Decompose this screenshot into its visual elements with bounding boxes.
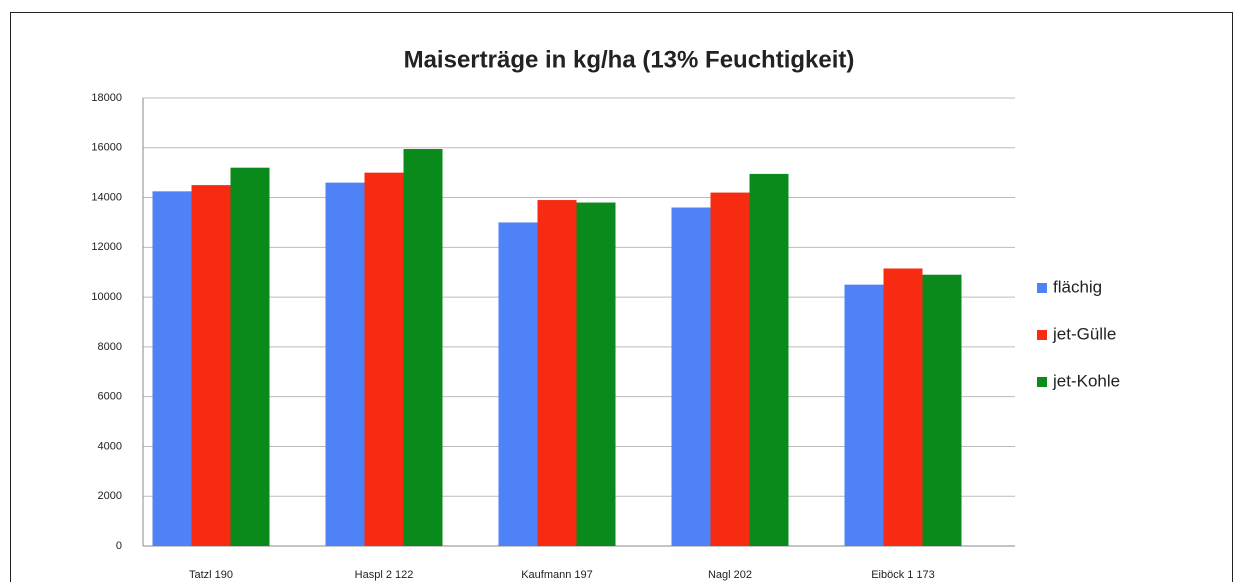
bar	[883, 268, 923, 546]
bar	[749, 173, 789, 546]
y-tick-label: 18000	[91, 92, 122, 104]
bar	[364, 172, 404, 546]
y-tick-label: 10000	[91, 291, 122, 303]
bar	[922, 274, 962, 546]
y-tick-label: 14000	[91, 191, 122, 203]
y-tick-label: 16000	[91, 142, 122, 154]
legend-swatch	[1037, 283, 1047, 293]
legend-label: flächig	[1053, 277, 1102, 296]
legend-swatch	[1037, 377, 1047, 387]
bar	[710, 192, 750, 547]
y-tick-label: 2000	[98, 490, 122, 502]
legend-label: jet-Kohle	[1052, 371, 1120, 390]
bar	[230, 167, 270, 546]
x-tick-label: Tatzl 190	[189, 569, 233, 581]
y-tick-label: 12000	[91, 241, 122, 253]
bar	[403, 149, 443, 546]
x-tick-label: Haspl 2 122	[355, 569, 414, 581]
bar	[844, 284, 884, 546]
x-tick-label: Nagl 202	[708, 569, 752, 581]
legend-swatch	[1037, 330, 1047, 340]
bar	[152, 191, 192, 547]
y-tick-label: 0	[116, 540, 122, 552]
bar	[325, 182, 365, 546]
x-tick-label: Kaufmann 197	[521, 569, 593, 581]
chart-title: Maiserträge in kg/ha (13% Feuchtigkeit)	[404, 46, 855, 73]
bar	[191, 185, 231, 546]
bar	[671, 207, 711, 546]
bar	[576, 202, 616, 547]
legend-label: jet-Gülle	[1052, 324, 1116, 343]
bar	[498, 222, 538, 546]
x-tick-label: Eiböck 1 173	[871, 569, 935, 581]
y-tick-label: 4000	[98, 440, 122, 452]
bar	[537, 200, 577, 547]
y-tick-label: 6000	[98, 391, 122, 403]
y-tick-label: 8000	[98, 341, 122, 353]
